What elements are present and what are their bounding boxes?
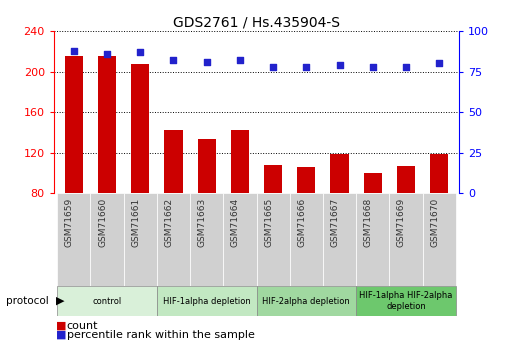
Bar bbox=[330, 154, 349, 193]
Text: count: count bbox=[67, 321, 98, 331]
Text: percentile rank within the sample: percentile rank within the sample bbox=[67, 330, 254, 339]
Bar bbox=[223, 193, 256, 286]
Text: ■: ■ bbox=[56, 330, 70, 339]
Text: ■: ■ bbox=[56, 321, 70, 331]
Bar bbox=[430, 154, 448, 193]
Bar bbox=[356, 193, 389, 286]
Bar bbox=[256, 286, 356, 316]
Bar bbox=[57, 193, 90, 286]
Bar bbox=[290, 193, 323, 286]
Bar bbox=[164, 130, 183, 193]
Point bbox=[70, 48, 78, 53]
Point bbox=[203, 59, 211, 65]
Bar bbox=[157, 286, 256, 316]
Text: GSM71662: GSM71662 bbox=[165, 198, 173, 247]
Text: GSM71664: GSM71664 bbox=[231, 198, 240, 247]
Bar bbox=[198, 139, 216, 193]
Bar bbox=[389, 193, 423, 286]
Text: GSM71669: GSM71669 bbox=[397, 198, 406, 247]
Point bbox=[302, 64, 310, 69]
Bar bbox=[264, 165, 282, 193]
Bar bbox=[323, 193, 356, 286]
Text: GSM71668: GSM71668 bbox=[364, 198, 373, 247]
Text: GSM71660: GSM71660 bbox=[98, 198, 107, 247]
Point bbox=[369, 64, 377, 69]
Point bbox=[435, 61, 443, 66]
Point bbox=[136, 49, 144, 55]
Bar bbox=[57, 286, 157, 316]
Bar bbox=[364, 173, 382, 193]
Text: GSM71661: GSM71661 bbox=[131, 198, 140, 247]
Point bbox=[236, 58, 244, 63]
Text: HIF-1alpha HIF-2alpha
depletion: HIF-1alpha HIF-2alpha depletion bbox=[359, 291, 452, 311]
Point bbox=[402, 64, 410, 69]
Bar bbox=[190, 193, 223, 286]
Bar bbox=[256, 193, 290, 286]
Text: HIF-1alpha depletion: HIF-1alpha depletion bbox=[163, 296, 250, 306]
Point bbox=[103, 51, 111, 57]
Text: GSM71665: GSM71665 bbox=[264, 198, 273, 247]
Bar bbox=[90, 193, 124, 286]
Bar bbox=[131, 65, 149, 193]
Point bbox=[169, 58, 177, 63]
Bar bbox=[231, 130, 249, 193]
Text: protocol: protocol bbox=[6, 296, 49, 306]
Bar bbox=[397, 166, 415, 193]
Text: GSM71666: GSM71666 bbox=[298, 198, 306, 247]
Text: GSM71667: GSM71667 bbox=[330, 198, 340, 247]
Bar bbox=[65, 56, 83, 193]
Text: GSM71659: GSM71659 bbox=[65, 198, 74, 247]
Point bbox=[269, 64, 277, 69]
Point bbox=[336, 62, 344, 68]
Text: ▶: ▶ bbox=[56, 296, 65, 306]
Text: GSM71663: GSM71663 bbox=[198, 198, 207, 247]
Bar bbox=[297, 167, 315, 193]
Bar bbox=[157, 193, 190, 286]
Text: control: control bbox=[92, 296, 122, 306]
Text: HIF-2alpha depletion: HIF-2alpha depletion bbox=[263, 296, 350, 306]
Bar bbox=[98, 56, 116, 193]
Bar bbox=[423, 193, 456, 286]
Text: GSM71670: GSM71670 bbox=[430, 198, 439, 247]
Bar bbox=[356, 286, 456, 316]
Title: GDS2761 / Hs.435904-S: GDS2761 / Hs.435904-S bbox=[173, 16, 340, 30]
Bar bbox=[124, 193, 157, 286]
